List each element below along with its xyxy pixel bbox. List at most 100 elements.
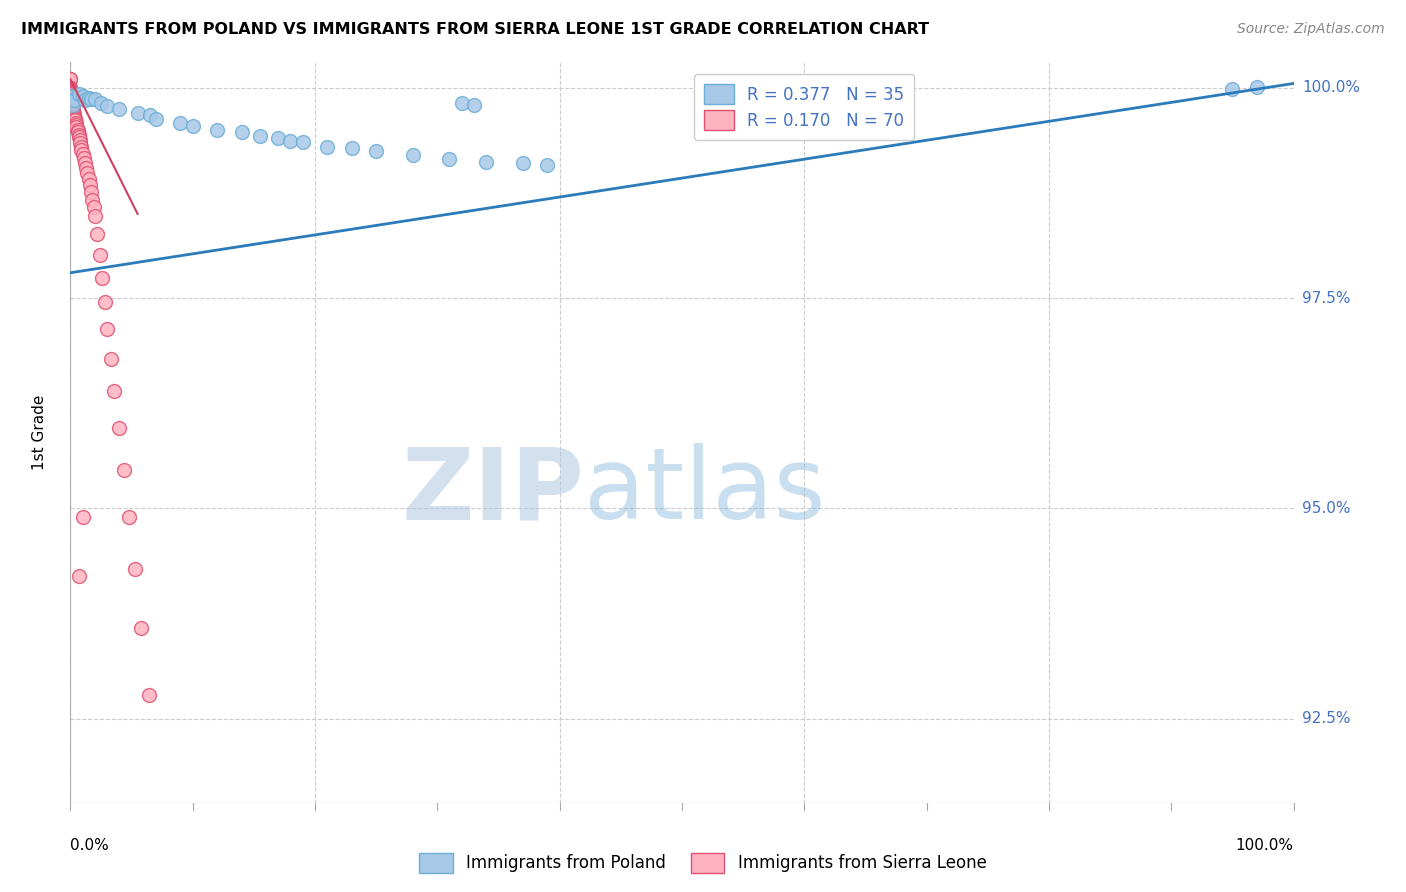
Point <box>86 227 108 241</box>
Point <box>231 125 253 139</box>
Point <box>63 93 86 107</box>
Point <box>138 688 160 702</box>
Point <box>75 161 97 176</box>
Point <box>536 158 558 172</box>
Point <box>72 147 94 161</box>
Legend: R = 0.377   N = 35, R = 0.170   N = 70: R = 0.377 N = 35, R = 0.170 N = 70 <box>695 74 914 140</box>
Point <box>59 87 82 102</box>
Point <box>63 107 86 121</box>
Point <box>59 83 82 97</box>
Point <box>59 86 82 100</box>
Point <box>62 97 84 112</box>
Point <box>59 89 82 103</box>
Point <box>59 97 82 112</box>
Point <box>280 134 302 148</box>
Point <box>70 143 93 157</box>
Point <box>77 172 100 186</box>
Point <box>316 139 339 153</box>
Text: 1st Grade: 1st Grade <box>32 395 48 470</box>
Point <box>80 92 103 106</box>
Point <box>118 509 141 524</box>
Legend: Immigrants from Poland, Immigrants from Sierra Leone: Immigrants from Poland, Immigrants from … <box>413 847 993 880</box>
Point <box>59 91 82 105</box>
Point <box>112 463 135 477</box>
Point <box>463 97 485 112</box>
Point <box>205 122 228 136</box>
Point <box>73 156 96 170</box>
Point <box>65 120 87 135</box>
Point <box>83 209 105 223</box>
Point <box>108 421 131 435</box>
Point <box>83 200 105 214</box>
Point <box>60 102 83 116</box>
Point <box>291 136 314 150</box>
Point <box>69 133 91 147</box>
Point <box>59 90 82 104</box>
Point <box>73 93 96 107</box>
Point <box>59 80 82 95</box>
Text: IMMIGRANTS FROM POLAND VS IMMIGRANTS FROM SIERRA LEONE 1ST GRADE CORRELATION CHA: IMMIGRANTS FROM POLAND VS IMMIGRANTS FRO… <box>21 22 929 37</box>
Point <box>139 107 162 121</box>
Point <box>72 509 94 524</box>
Point <box>65 118 87 132</box>
Point <box>1220 82 1243 96</box>
Point <box>59 82 82 96</box>
Point <box>90 95 112 110</box>
Point <box>1246 79 1268 94</box>
Point <box>59 93 82 107</box>
Point <box>60 89 83 103</box>
Point <box>91 270 114 285</box>
Point <box>100 351 122 366</box>
Text: 100.0%: 100.0% <box>1302 80 1360 95</box>
Point <box>80 185 103 199</box>
Point <box>67 87 90 101</box>
Point <box>59 85 82 99</box>
Point <box>145 112 167 126</box>
Point <box>63 112 86 126</box>
Point <box>66 122 89 136</box>
Text: Source: ZipAtlas.com: Source: ZipAtlas.com <box>1237 22 1385 37</box>
Point <box>340 141 363 155</box>
Point <box>475 154 498 169</box>
Point <box>512 156 534 170</box>
Point <box>62 103 84 117</box>
Point <box>62 105 84 120</box>
Point <box>59 72 82 87</box>
Point <box>129 621 152 635</box>
Point <box>93 295 115 310</box>
Point <box>67 128 90 142</box>
Point <box>59 87 82 101</box>
Point <box>59 94 82 108</box>
Text: 0.0%: 0.0% <box>70 838 110 853</box>
Point <box>60 99 83 113</box>
Point <box>83 92 105 106</box>
Point <box>59 84 82 98</box>
Point <box>267 131 290 145</box>
Point <box>67 568 90 582</box>
Point <box>127 106 149 120</box>
Point <box>59 92 82 106</box>
Text: 95.0%: 95.0% <box>1302 500 1350 516</box>
Text: 100.0%: 100.0% <box>1236 838 1294 853</box>
Point <box>181 119 204 133</box>
Point <box>439 152 461 166</box>
Point <box>63 108 86 122</box>
Point <box>366 144 388 158</box>
Point <box>103 384 125 398</box>
Point <box>249 128 271 143</box>
Text: 97.5%: 97.5% <box>1302 291 1350 305</box>
Text: atlas: atlas <box>583 443 825 541</box>
Point <box>60 97 83 112</box>
Point <box>59 95 82 110</box>
Point <box>108 102 131 116</box>
Point <box>82 193 104 207</box>
Point <box>63 113 86 128</box>
Point <box>450 95 472 110</box>
Text: ZIP: ZIP <box>401 443 583 541</box>
Point <box>79 178 101 193</box>
Point <box>62 103 84 118</box>
Text: 92.5%: 92.5% <box>1302 711 1350 726</box>
Point <box>69 136 91 151</box>
Point <box>77 91 100 105</box>
Point <box>70 139 93 153</box>
